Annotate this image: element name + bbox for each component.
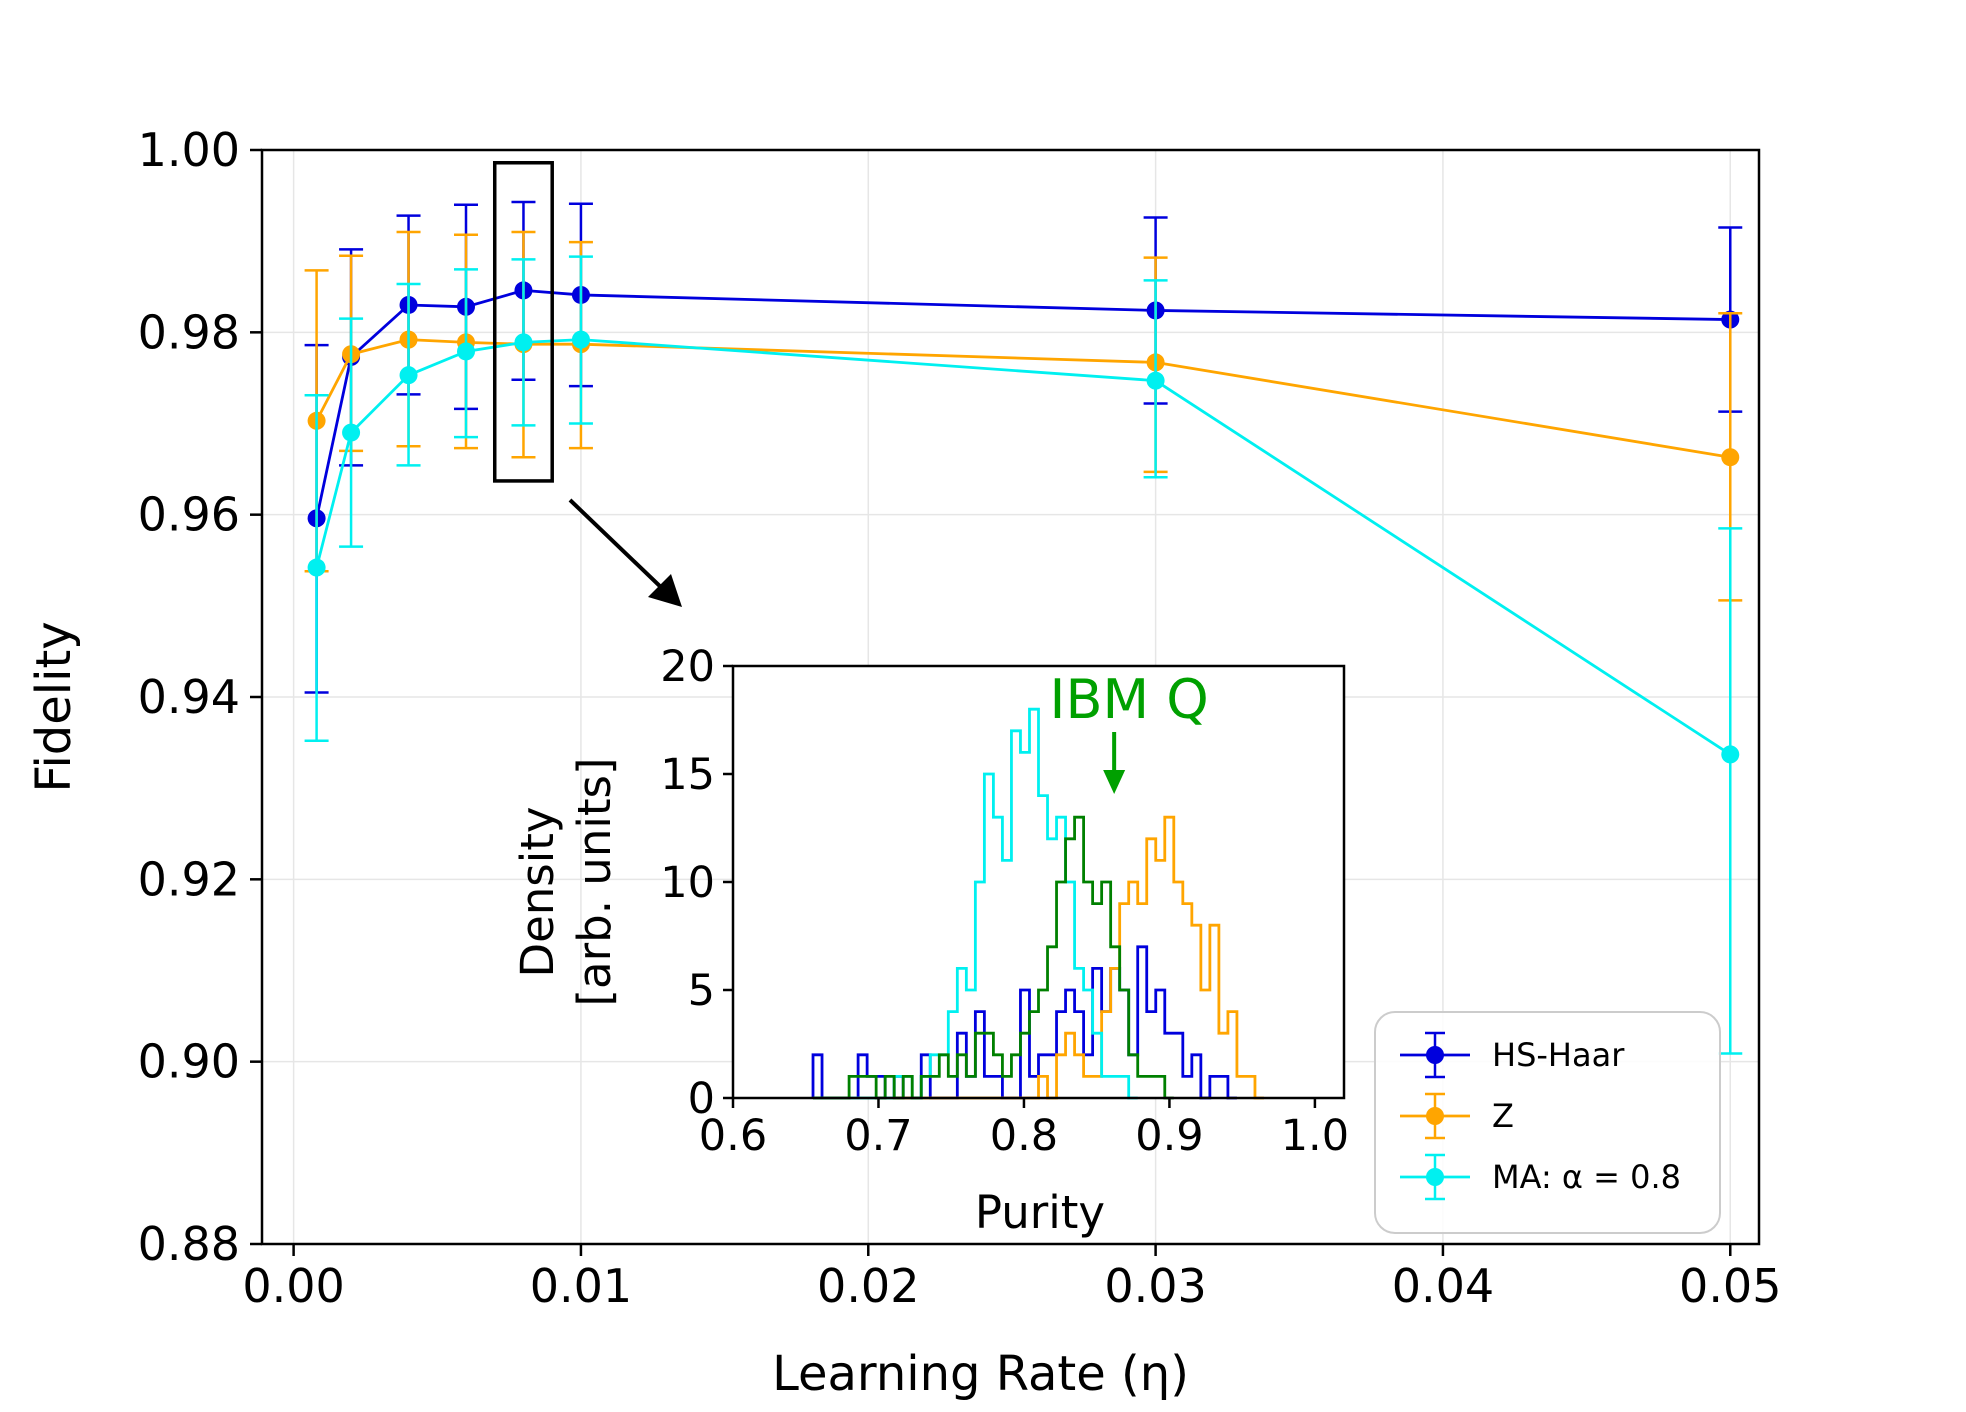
inset-histogram: 0.6 0.7 0.8 0.9 1.0 0 5 10 15 20 Purity Density [arb… (511, 642, 1349, 1239)
data-point-z-7 (1721, 448, 1740, 467)
legend-label-hs-haar: HS-Haar (1492, 1036, 1625, 1074)
inset-y-tick-label-0: 0 (688, 1074, 715, 1124)
ibm-q-annotation: IBM Q (1050, 668, 1209, 731)
main-y-tick-label-6: 1.00 (138, 123, 240, 177)
legend-label-z: Z (1492, 1097, 1514, 1135)
inset-y-tick-label-3: 15 (660, 750, 715, 800)
inset-x-tick-label-2: 0.8 (990, 1111, 1058, 1161)
inset-x-tick-label-4: 1.0 (1281, 1111, 1349, 1161)
zoom-arrow-head (648, 574, 682, 607)
inset-x-axis-label: Purity (975, 1186, 1105, 1239)
main-y-tick-label-3: 0.94 (138, 670, 240, 724)
data-point-ma-0-8-3 (457, 342, 476, 361)
inset-y-tick-label-4: 20 (660, 642, 715, 692)
inset-y-tick-label-2: 10 (660, 858, 715, 908)
data-point-ma-0-8-4 (514, 333, 533, 352)
highlight-box (492, 161, 554, 483)
inset-axes: 0.6 0.7 0.8 0.9 1.0 0 5 10 15 20 Purity Density [arb… (511, 642, 1349, 1239)
inset-x-tick-label-0: 0.6 (699, 1111, 767, 1161)
legend-marker-hs-haar (1426, 1046, 1444, 1064)
inset-y-tick-label-1: 5 (688, 966, 715, 1016)
legend-marker-z (1426, 1107, 1444, 1125)
main-x-tick-label-0: 0.00 (242, 1259, 344, 1313)
ibm-q-arrow-head (1103, 770, 1126, 794)
histogram-step-ibm-q (813, 815, 1174, 1100)
main-y-tick-label-0: 0.88 (138, 1217, 240, 1271)
highlight-box-group (492, 161, 682, 607)
data-point-ma-0-8-5 (571, 330, 590, 349)
main-x-tick-label-2: 0.02 (817, 1259, 919, 1313)
main-y-axis-label: Fidelity (26, 621, 82, 792)
legend-label-ma-0-8: MA: α = 0.8 (1492, 1158, 1681, 1196)
main-x-tick-label-1: 0.01 (530, 1259, 632, 1313)
data-point-ma-0-8-7 (1721, 745, 1740, 764)
inset-y-axis-label-line-1: Density (511, 806, 564, 977)
inset-x-tick-label-1: 0.7 (844, 1111, 912, 1161)
zoom-arrow-shaft (568, 498, 668, 594)
main-y-tick-label-2: 0.92 (138, 852, 240, 906)
main-y-tick-label-4: 0.96 (138, 488, 240, 542)
main-x-tick-label-5: 0.05 (1679, 1259, 1781, 1313)
inset-y-axis-label-line-2: [arb. units] (568, 758, 621, 1007)
inset-x-tick-label-3: 0.9 (1135, 1111, 1203, 1161)
main-x-tick-label-3: 0.03 (1104, 1259, 1206, 1313)
errorbar-ma-0-8-7 (1718, 527, 1743, 1055)
data-point-ma-0-8-1 (342, 423, 361, 442)
legend-item-z: Z (1400, 1092, 1514, 1140)
data-point-ma-0-8-0 (307, 558, 326, 577)
main-x-axis-label: Learning Rate (η) (772, 1346, 1189, 1402)
main-x-tick-label-4: 0.04 (1392, 1259, 1494, 1313)
legend-item-ma-0-8: MA: α = 0.8 (1400, 1153, 1681, 1201)
legend-item-hs-haar: HS-Haar (1400, 1031, 1625, 1079)
legend: HS-Haar Z MA: α = 0.8 (1374, 1011, 1721, 1234)
main-axes: 0.00 0.01 0.02 0.03 0.04 0.050.880.900.920.94… (26, 123, 1781, 1402)
main-y-tick-label-5: 0.98 (138, 305, 240, 359)
main-y-tick-label-1: 0.90 (138, 1035, 240, 1089)
data-point-ma-0-8-6 (1146, 371, 1165, 390)
data-point-ma-0-8-2 (399, 366, 418, 385)
legend-marker-ma-0-8 (1426, 1168, 1444, 1186)
